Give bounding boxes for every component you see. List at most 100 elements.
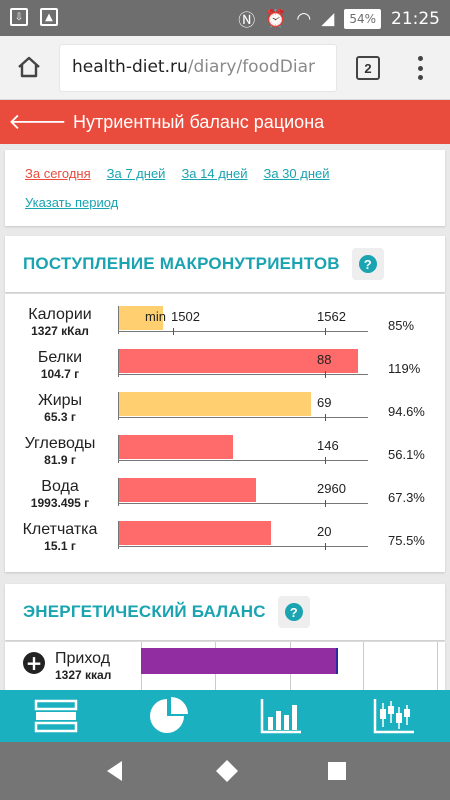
nav-list-button[interactable] [26,693,86,739]
candlestick-chart-icon [373,699,414,734]
back-icon[interactable] [102,758,128,784]
back-arrow-icon[interactable]: 🡐 [8,110,67,135]
expand-income-button[interactable]: + [23,652,45,674]
bar-baseline [118,503,368,504]
macro-row: Углеводы 81.9 г 146 56.1% [5,431,445,474]
nfc-icon: Ⓝ [238,11,256,31]
period-selector: За сегодня За 7 дней За 14 дней За 30 дн… [5,150,445,226]
macro-percent: 94.6% [388,404,425,419]
url-path: /diary/foodDiar [187,57,315,77]
macro-bar-area: 2960 [118,476,368,507]
macro-label: Жиры 65.3 г [5,392,115,425]
macro-label: Калории 1327 кКал [5,306,115,339]
bar-baseline [118,460,368,461]
list-icon [35,699,78,733]
macro-name: Клетчатка [22,521,98,538]
nav-bar-chart-button[interactable] [251,693,311,739]
bar-start-line [118,478,119,506]
energy-income-bar [141,648,338,674]
norm-value-label: 146 [317,438,339,453]
norm-value-label: 20 [317,524,332,539]
bottom-nav [0,690,450,742]
menu-button[interactable] [408,54,432,82]
browser-toolbar: health-diet.ru/diary/foodDiar 2 [0,36,450,100]
nav-pie-button[interactable] [139,693,199,739]
url-field[interactable]: health-diet.ru/diary/foodDiar [60,45,336,91]
macro-bar-area: 146 [118,433,368,464]
home-button[interactable] [14,52,44,82]
macro-row: Жиры 65.3 г 69 94.6% [5,388,445,431]
alarm-icon: ⏰ [265,8,287,29]
macro-label: Белки 104.7 г [5,349,115,382]
macro-value: 1327 кКал [31,324,89,338]
help-icon: ? [284,603,303,621]
signal-icon: ◢ [321,8,335,29]
macro-name: Жиры [37,392,83,409]
macro-bar [118,478,256,502]
home-circle-icon[interactable] [213,757,241,785]
bar-start-line [118,306,119,334]
macro-bar [118,435,233,459]
macro-percent: 67.3% [388,490,425,505]
macro-name: Вода [41,478,79,495]
period-30-days-link[interactable]: За 30 дней [263,166,330,181]
image-icon: ▲ [40,8,58,26]
page-content: 🡐 Нутриентный баланс рациона За сегодня … [0,100,450,690]
macro-section-title: ПОСТУПЛЕНИЕ МАКРОНУТРИЕНТОВ [23,254,340,273]
macro-chart: Калории 1327 кКал min 1502 1562 85% Белки 104.7… [5,294,445,572]
period-custom-link[interactable]: Указать период [25,195,119,210]
norm-value-label: 69 [317,395,332,410]
macro-value: 65.3 г [44,410,76,424]
norm-tick [325,414,326,421]
macro-row: Вода 1993.495 г 2960 67.3% [5,474,445,517]
energy-help-button[interactable]: ? [277,596,310,628]
clock: 21:25 [391,8,440,29]
macro-section-header: ПОСТУПЛЕНИЕ МАКРОНУТРИЕНТОВ ? [5,236,445,292]
android-nav-bar [0,742,450,800]
min-label: min [145,309,166,324]
bar-start-line [118,349,119,377]
macro-label: Клетчатка 15.1 г [5,521,115,554]
norm-tick [325,543,326,550]
macro-percent: 119% [388,361,421,376]
macro-bar-area: 88 [118,347,368,378]
macro-row: Клетчатка 15.1 г 20 75.5% [5,517,445,560]
bar-start-line [118,521,119,549]
period-14-days-link[interactable]: За 14 дней [181,166,248,181]
battery-indicator: 54% [344,8,381,29]
period-7-days-link[interactable]: За 7 дней [106,166,166,181]
macro-value: 15.1 г [44,539,76,553]
bar-baseline [118,331,368,332]
macro-label: Углеводы 81.9 г [5,435,115,468]
url-domain: health-diet.ru [72,57,188,77]
min-value-label: 1502 [171,309,200,324]
bar-start-line [118,435,119,463]
macro-help-button[interactable]: ? [351,248,384,280]
norm-value-label: 88 [317,352,332,367]
recents-icon[interactable] [326,760,348,782]
energy-row-name: Приход [55,650,111,667]
min-tick [173,328,174,335]
wifi-icon: ◠ [296,8,312,29]
energy-chart: + Приход 1327 ккал [5,642,445,690]
norm-tick [325,457,326,464]
norm-value-label: 2960 [317,481,346,496]
bar-baseline [118,546,368,547]
period-today-link[interactable]: За сегодня [25,166,91,181]
macro-percent: 75.5% [388,533,425,548]
nav-candlestick-button[interactable] [364,693,424,739]
bar-chart-icon [261,699,302,734]
energy-row-value: 1327 ккал [55,668,112,682]
macro-row: Белки 104.7 г 88 119% [5,345,445,388]
status-bar: ⇩ ▲ Ⓝ ⏰ ◠ ◢ 54% 21:25 [0,0,450,36]
macro-name: Углеводы [24,435,96,452]
macro-bar [118,349,358,373]
help-icon: ? [358,255,377,273]
macro-bar-area: min 1502 1562 [118,304,368,335]
energy-row-label: Приход 1327 ккал [55,650,111,682]
macro-value: 1993.495 г [30,496,90,510]
tabs-button[interactable]: 2 [356,56,380,80]
page-header: 🡐 Нутриентный баланс рациона [0,100,450,144]
pie-chart-icon [149,697,188,733]
macro-bar-area: 20 [118,519,368,550]
